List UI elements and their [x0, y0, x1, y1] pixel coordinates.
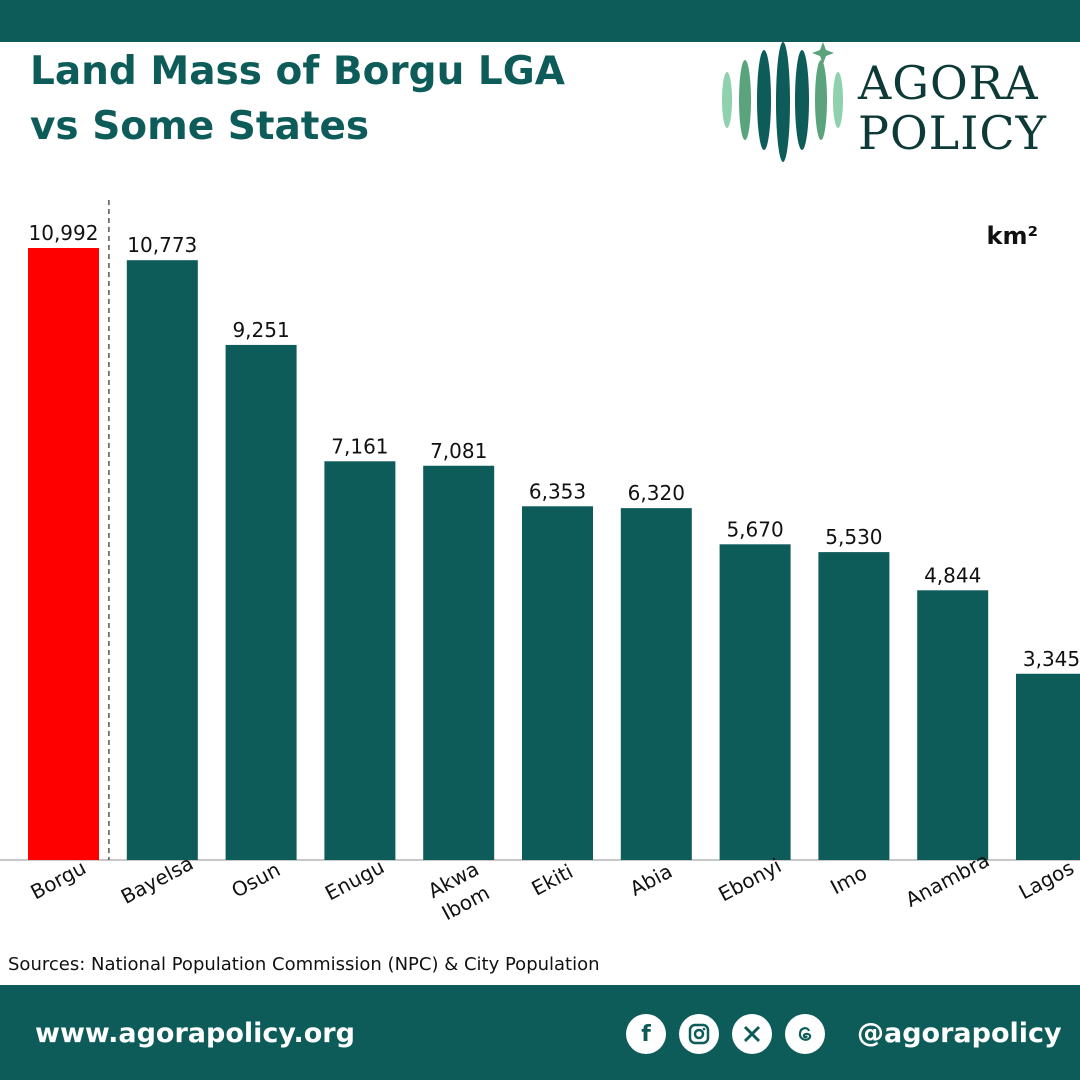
logo-line-1: AGORA — [858, 56, 1039, 110]
tick-label-lagos: Lagos — [1015, 855, 1078, 904]
data-label-lagos: 3,345 — [1023, 647, 1080, 671]
bar-bayelsa — [126, 260, 198, 860]
bar-enugu — [324, 461, 396, 860]
data-label-osun: 9,251 — [232, 318, 289, 342]
bar-ebonyi — [719, 544, 791, 860]
title-line-1: Land Mass of Borgu LGA — [30, 49, 565, 94]
data-label-abia: 6,320 — [628, 481, 685, 505]
page-title: Land Mass of Borgu LGA vs Some States — [30, 44, 670, 154]
tick-label-abia: Abia — [626, 859, 676, 901]
bar-lagos — [1016, 673, 1080, 860]
data-label-imo: 5,530 — [825, 525, 882, 549]
logo-line-2: POLICY — [858, 106, 1047, 160]
agora-logo-text: AGORA POLICY — [858, 58, 1047, 158]
tick-label-imo: Imo — [826, 860, 870, 899]
data-label-enugu: 7,161 — [331, 434, 388, 458]
tick-label-enugu: Enugu — [321, 854, 388, 905]
footer-banner — [0, 985, 1080, 1080]
tick-label-borgu: Borgu — [26, 855, 90, 904]
data-label-ekiti: 6,353 — [529, 479, 586, 503]
x-icon[interactable] — [732, 1014, 772, 1054]
bar-borgu — [28, 248, 99, 860]
top-banner — [0, 0, 1080, 42]
title-line-2: vs Some States — [30, 104, 370, 149]
website-link[interactable]: www.agorapolicy.org — [35, 1018, 355, 1049]
tick-label-osun: Osun — [227, 857, 284, 902]
data-label-bayelsa: 10,773 — [127, 233, 197, 257]
instagram-icon[interactable] — [679, 1014, 719, 1054]
tick-label-ekiti: Ekiti — [528, 859, 577, 900]
bar-akwa-ibom — [423, 465, 495, 860]
bar-abia — [620, 508, 692, 860]
threads-icon[interactable] — [785, 1014, 825, 1054]
agora-logo-mark-icon — [722, 42, 843, 162]
bar-imo — [818, 552, 890, 860]
unit-label: km² — [987, 222, 1038, 250]
facebook-icon[interactable]: f — [626, 1014, 666, 1054]
bar-osun — [225, 344, 297, 860]
unit-text: km² — [986, 222, 1038, 250]
bar-ekiti — [522, 506, 593, 860]
data-label-anambra: 4,844 — [924, 563, 981, 587]
data-label-ebonyi: 5,670 — [726, 517, 783, 541]
social-handle[interactable]: @agorapolicy — [857, 1018, 1062, 1049]
social-icons: f — [626, 1014, 825, 1054]
data-label-akwa-ibom: 7,081 — [430, 439, 487, 463]
tick-label-akwa-ibom: AkwaIbom — [424, 857, 495, 926]
source-note: Sources: National Population Commission … — [8, 954, 600, 975]
data-label-borgu: 10,992 — [29, 221, 99, 245]
tick-label-ebonyi: Ebonyi — [714, 853, 785, 906]
bar-anambra — [917, 590, 989, 860]
bar-chart: 10,992Borgu10,773Bayelsa9,251Osun7,161En… — [0, 200, 1080, 926]
